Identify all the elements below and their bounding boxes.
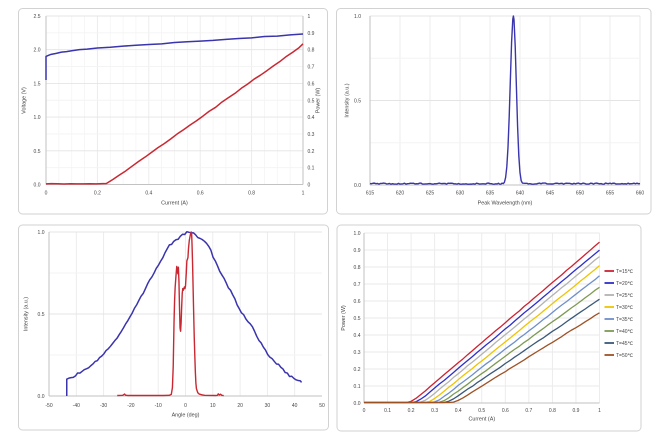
svg-text:30: 30 [265, 403, 271, 409]
svg-text:0.6: 0.6 [308, 81, 315, 87]
svg-text:640: 640 [516, 191, 525, 197]
svg-text:0.8: 0.8 [549, 408, 556, 414]
svg-text:1.0: 1.0 [34, 115, 41, 121]
svg-text:2.5: 2.5 [34, 14, 41, 20]
svg-text:1: 1 [598, 408, 601, 414]
svg-text:0.4: 0.4 [455, 408, 462, 414]
svg-text:0.1: 0.1 [354, 384, 361, 390]
svg-text:635: 635 [486, 191, 495, 197]
svg-text:0.1: 0.1 [384, 408, 391, 414]
svg-text:0: 0 [363, 408, 366, 414]
svg-text:0.3: 0.3 [431, 408, 438, 414]
svg-text:0: 0 [308, 183, 311, 189]
svg-text:0.0: 0.0 [38, 394, 45, 400]
svg-text:0.5: 0.5 [308, 98, 315, 104]
svg-text:1.0: 1.0 [38, 230, 45, 236]
svg-text:0.2: 0.2 [354, 367, 361, 373]
svg-text:660: 660 [636, 191, 645, 197]
svg-text:0.6: 0.6 [502, 408, 509, 414]
svg-text:0.6: 0.6 [197, 191, 204, 197]
svg-text:0.6: 0.6 [354, 299, 361, 305]
svg-text:0.2: 0.2 [94, 191, 101, 197]
svg-text:40: 40 [292, 403, 298, 409]
svg-text:0.0: 0.0 [34, 183, 41, 189]
svg-text:0.7: 0.7 [354, 282, 361, 288]
svg-text:0.8: 0.8 [308, 48, 315, 54]
svg-text:620: 620 [396, 191, 405, 197]
svg-text:Current (A): Current (A) [161, 201, 188, 207]
svg-text:10: 10 [210, 403, 216, 409]
svg-text:2.0: 2.0 [34, 48, 41, 54]
svg-text:T=40℃: T=40℃ [616, 329, 634, 335]
svg-text:645: 645 [546, 191, 555, 197]
svg-text:630: 630 [456, 191, 465, 197]
svg-text:Power (W): Power (W) [341, 305, 347, 331]
svg-text:0.0: 0.0 [354, 401, 361, 407]
svg-text:T=35℃: T=35℃ [616, 317, 634, 323]
svg-text:-10: -10 [155, 403, 162, 409]
svg-text:T=20℃: T=20℃ [616, 281, 634, 287]
svg-text:0.3: 0.3 [354, 350, 361, 356]
svg-text:0.4: 0.4 [354, 333, 361, 339]
svg-text:T=45℃: T=45℃ [616, 341, 634, 347]
svg-text:1: 1 [308, 14, 311, 20]
svg-text:650: 650 [576, 191, 585, 197]
svg-text:-20: -20 [127, 403, 134, 409]
svg-text:-30: -30 [100, 403, 107, 409]
svg-text:Intensity (a.u.): Intensity (a.u.) [24, 297, 30, 331]
svg-text:0.1: 0.1 [308, 166, 315, 172]
svg-text:0.4: 0.4 [308, 115, 315, 121]
svg-text:0.7: 0.7 [525, 408, 532, 414]
svg-text:T=30℃: T=30℃ [616, 305, 634, 311]
svg-text:0.0: 0.0 [354, 183, 361, 189]
svg-text:0.5: 0.5 [478, 408, 485, 414]
svg-text:0.8: 0.8 [248, 191, 255, 197]
svg-text:0.3: 0.3 [308, 132, 315, 138]
svg-text:1.0: 1.0 [354, 231, 361, 237]
svg-text:0.5: 0.5 [354, 99, 361, 105]
svg-text:0.4: 0.4 [145, 191, 152, 197]
svg-text:615: 615 [366, 191, 375, 197]
svg-text:0.5: 0.5 [354, 316, 361, 322]
svg-text:0.9: 0.9 [572, 408, 579, 414]
svg-text:50: 50 [319, 403, 325, 409]
svg-text:-40: -40 [73, 403, 80, 409]
svg-text:Peak Wavelength (nm): Peak Wavelength (nm) [478, 201, 533, 207]
svg-text:20: 20 [237, 403, 243, 409]
svg-text:Voltage (V): Voltage (V) [22, 87, 28, 114]
svg-text:T=50℃: T=50℃ [616, 353, 634, 359]
svg-text:0.2: 0.2 [308, 149, 315, 155]
svg-text:-50: -50 [45, 403, 52, 409]
svg-text:T=25℃: T=25℃ [616, 293, 634, 299]
svg-text:0.9: 0.9 [308, 31, 315, 37]
svg-text:1.0: 1.0 [354, 14, 361, 20]
svg-text:0: 0 [45, 191, 48, 197]
svg-text:1: 1 [302, 191, 305, 197]
svg-text:655: 655 [606, 191, 615, 197]
svg-text:0.7: 0.7 [308, 65, 315, 71]
svg-text:1.5: 1.5 [34, 81, 41, 87]
svg-text:0.5: 0.5 [34, 149, 41, 155]
svg-text:Intensity (a.u.): Intensity (a.u.) [345, 83, 351, 117]
svg-text:625: 625 [426, 191, 435, 197]
svg-text:0.5: 0.5 [38, 312, 45, 318]
svg-text:Power (W): Power (W) [316, 88, 322, 114]
svg-text:T=15℃: T=15℃ [616, 269, 634, 275]
svg-text:0.8: 0.8 [354, 265, 361, 271]
svg-text:0.2: 0.2 [408, 408, 415, 414]
svg-text:0: 0 [184, 403, 187, 409]
svg-text:Current (A): Current (A) [468, 417, 495, 423]
svg-text:0.9: 0.9 [354, 248, 361, 254]
svg-text:Angle (deg): Angle (deg) [172, 413, 200, 419]
